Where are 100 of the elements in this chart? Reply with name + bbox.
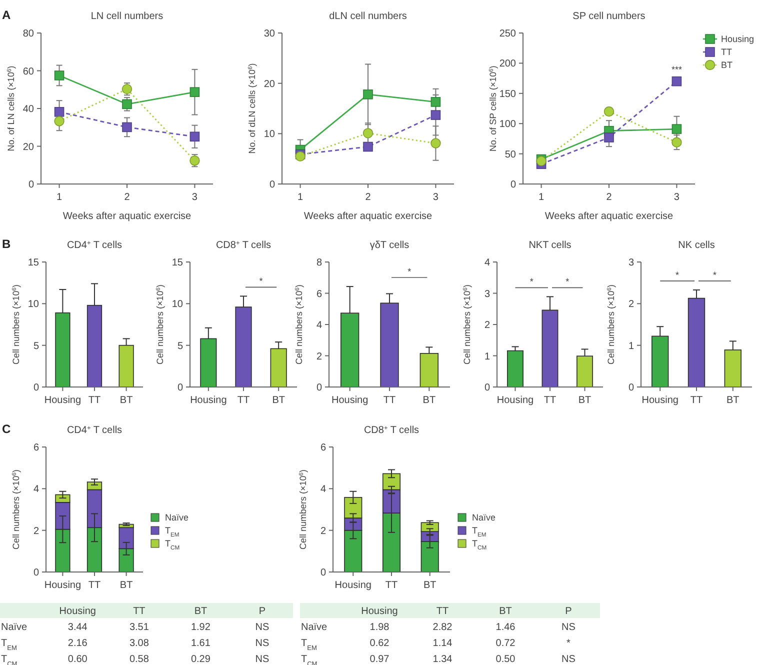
text: 1.98 bbox=[370, 622, 390, 633]
y-tick-label: 0 bbox=[269, 180, 276, 190]
y-tick-label: 3 bbox=[628, 258, 634, 268]
x-tick-label: 3 bbox=[192, 192, 198, 203]
y-tick-label: 2 bbox=[628, 299, 634, 310]
chart-title: NK cells bbox=[678, 240, 715, 251]
point bbox=[54, 70, 64, 80]
annotation: * bbox=[566, 276, 570, 287]
y-tick-label: 2 bbox=[320, 526, 326, 537]
chart-title: γδT cells bbox=[370, 240, 410, 251]
text: 3.51 bbox=[129, 622, 149, 633]
text: NS bbox=[255, 622, 270, 633]
y-tick-label: 1 bbox=[484, 351, 490, 362]
category-label: P bbox=[565, 606, 572, 617]
y-tick-label: 50 bbox=[504, 149, 516, 160]
text: C bbox=[2, 422, 11, 436]
chart-title: CD8$^{+}$ T cells bbox=[216, 240, 272, 251]
y-tick-label: 2 bbox=[484, 320, 490, 331]
legend-label: T$_{CM}$ bbox=[472, 538, 487, 552]
y-tick-label: 0 bbox=[33, 568, 40, 578]
category-label: Housing bbox=[59, 606, 96, 617]
text: 0.62 bbox=[370, 638, 390, 649]
point bbox=[604, 132, 614, 142]
y-tick-label: 3 bbox=[484, 288, 490, 300]
y-tick-label: 8 bbox=[316, 258, 322, 268]
y-tick-label: 0 bbox=[177, 382, 184, 394]
text: 1.46 bbox=[496, 622, 516, 633]
text: 1.14 bbox=[432, 638, 452, 649]
chart-title: SP cell numbers bbox=[572, 11, 646, 22]
y-tick-label: 6 bbox=[33, 442, 40, 454]
y-tick-label: 40 bbox=[22, 104, 34, 115]
point bbox=[54, 106, 64, 117]
x-tick-label: Housing bbox=[331, 395, 368, 406]
x-tick-label: TT bbox=[88, 395, 101, 406]
x-tick-label: BT bbox=[120, 395, 133, 406]
y-tick-label: 0 bbox=[33, 382, 40, 394]
chart-title: LN cell numbers bbox=[90, 11, 164, 22]
x-tick-label: Housing bbox=[642, 395, 678, 406]
y-tick-label: 0 bbox=[320, 568, 326, 578]
y-tick-label: 4 bbox=[320, 484, 326, 496]
y-tick-label: 60 bbox=[22, 66, 34, 78]
point bbox=[190, 132, 200, 142]
point bbox=[430, 97, 441, 107]
legend-label: Naïve bbox=[165, 512, 189, 523]
x-tick-label: BT bbox=[272, 395, 285, 406]
y-tick-label: 0 bbox=[628, 382, 634, 394]
point bbox=[54, 116, 64, 126]
y-tick-label: 250 bbox=[499, 28, 516, 40]
category-label: T$_{EM}$ bbox=[301, 638, 317, 652]
x-tick-label: 1 bbox=[298, 192, 304, 203]
x-tick-label: BT bbox=[120, 580, 133, 591]
y-tick-label: 4 bbox=[316, 320, 322, 331]
y-tick-label: 10 bbox=[28, 299, 40, 310]
x-axis-title: Weeks after aquatic exercise bbox=[62, 211, 192, 222]
y-tick-label: 4 bbox=[33, 484, 40, 496]
x-tick-label: Housing bbox=[44, 395, 82, 406]
y-tick-label: 20 bbox=[264, 78, 276, 90]
x-tick-label: 1 bbox=[56, 192, 62, 203]
text: NS bbox=[255, 638, 270, 649]
text: 1.61 bbox=[190, 638, 210, 649]
legend-label: Housing bbox=[721, 34, 754, 44]
annotation: * bbox=[259, 276, 264, 286]
y-tick-label: 100 bbox=[499, 119, 516, 130]
chart-title: dLN cell numbers bbox=[329, 11, 407, 22]
text: 0.72 bbox=[496, 638, 516, 649]
text: * bbox=[566, 638, 570, 649]
text: A bbox=[2, 8, 11, 22]
annotation: *** bbox=[671, 64, 682, 74]
annotation: * bbox=[408, 266, 412, 277]
text: NS bbox=[562, 622, 576, 633]
x-tick-label: 3 bbox=[432, 192, 439, 203]
legend-label: T$_{EM}$ bbox=[472, 526, 486, 539]
category-label: P bbox=[258, 606, 266, 617]
y-tick-label: 0 bbox=[484, 382, 490, 394]
y-tick-label: 80 bbox=[22, 28, 34, 40]
category-label: T$_{EM}$ bbox=[1, 638, 17, 652]
x-tick-label: 2 bbox=[124, 192, 130, 203]
legend-label: T$_{CM}$ bbox=[165, 538, 180, 552]
y-tick-label: 150 bbox=[499, 88, 516, 100]
category-label: BT bbox=[194, 606, 208, 617]
y-tick-label: 10 bbox=[264, 129, 276, 140]
legend-label: T$_{EM}$ bbox=[165, 526, 180, 539]
x-tick-label: 1 bbox=[538, 192, 544, 203]
y-tick-label: 4 bbox=[484, 258, 490, 268]
point bbox=[430, 138, 441, 148]
point bbox=[363, 142, 373, 152]
y-tick-label: 20 bbox=[22, 142, 34, 153]
x-tick-label: TT bbox=[544, 395, 556, 406]
x-tick-label: Housing bbox=[190, 395, 227, 406]
point bbox=[604, 106, 614, 117]
x-tick-label: Housing bbox=[334, 580, 372, 591]
point bbox=[122, 122, 132, 132]
text: NS bbox=[562, 654, 576, 665]
point bbox=[672, 137, 682, 148]
category-label: TT bbox=[133, 606, 146, 617]
x-axis-title: Weeks after aquatic exercise bbox=[304, 211, 433, 222]
text: 1.34 bbox=[432, 654, 452, 665]
annotation: * bbox=[676, 270, 680, 280]
chart-title: NKT cells bbox=[528, 240, 572, 251]
annotation: * bbox=[712, 270, 717, 280]
